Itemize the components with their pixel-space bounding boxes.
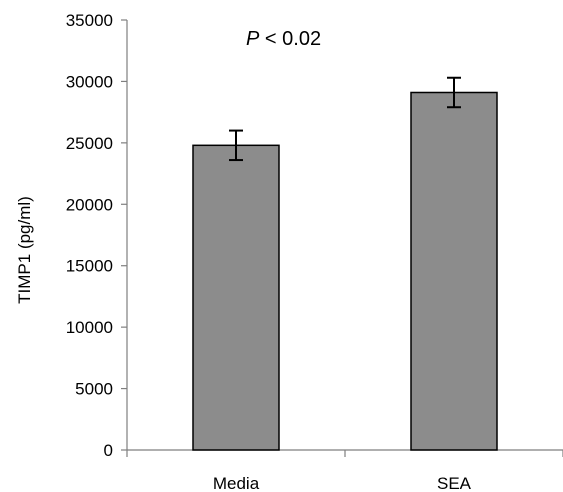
bar-media bbox=[192, 144, 280, 451]
y-tick-label: 20000 bbox=[66, 195, 113, 214]
y-axis: 0 5000 10000 15000 20000 25000 30000 35000 bbox=[66, 11, 128, 460]
y-tick-label: 35000 bbox=[66, 11, 113, 30]
x-axis: Media SEA bbox=[126, 449, 563, 492]
p-value-annotation: P < 0.02 bbox=[246, 28, 321, 50]
p-value-symbol: P bbox=[246, 28, 260, 50]
bars bbox=[192, 76, 498, 451]
x-tick-label-media: Media bbox=[213, 474, 260, 492]
x-tick-label-sea: SEA bbox=[437, 474, 472, 492]
bar-sea bbox=[410, 91, 498, 451]
p-value-text: < 0.02 bbox=[259, 28, 321, 50]
error-bar-sea bbox=[447, 76, 461, 109]
y-tick-label: 15000 bbox=[66, 257, 113, 276]
y-tick-label: 25000 bbox=[66, 134, 113, 153]
y-tick-label: 30000 bbox=[66, 72, 113, 91]
y-tick-label: 0 bbox=[104, 441, 113, 460]
y-tick-label: 10000 bbox=[66, 318, 113, 337]
error-bar-media bbox=[229, 129, 243, 162]
y-axis-title: TIMP1 (pg/ml) bbox=[15, 196, 34, 304]
y-tick-label: 5000 bbox=[75, 380, 113, 399]
